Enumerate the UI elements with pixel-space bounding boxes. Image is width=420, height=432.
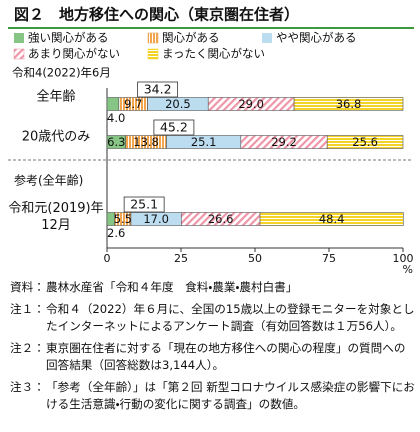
note-label: 注１： bbox=[10, 301, 45, 316]
total-label: 25.1 bbox=[130, 197, 158, 212]
legend-label: 関心がある bbox=[162, 31, 220, 45]
category-label: 令和元(2019)年12月 bbox=[8, 201, 104, 233]
value-label: 4.0 bbox=[107, 111, 125, 125]
note-text: 東京圏在住者に対する「現在の地方移住への関心の程度」の質問への回答結果（回答総数… bbox=[46, 340, 406, 373]
chart-title: 図２ 地方移住への関心（東京圏在住者） bbox=[14, 6, 299, 24]
value-label: 29.2 bbox=[271, 135, 297, 149]
legend-label: 強い関心がある bbox=[28, 31, 109, 45]
x-tick-label: 50 bbox=[248, 252, 262, 265]
note: 資料： 農林水産省「令和４年度 食料・農業・農村白書」 bbox=[10, 279, 415, 297]
note-label: 注３： bbox=[10, 379, 45, 394]
value-label: 6.3 bbox=[107, 135, 125, 149]
bar-segment bbox=[106, 97, 120, 111]
note-text: 農林水産省「令和４年度 食料・農業・農村白書」 bbox=[46, 280, 298, 294]
note: 注２： 東京圏在住者に対する「現在の地方移住への関心の程度」の質問への回答結果（回… bbox=[10, 340, 415, 375]
value-label: 17.0 bbox=[143, 212, 169, 226]
note: 注１： 令和４（2022）年６月に、全国の15歳以上の登録モニターを対象としたイン… bbox=[10, 301, 415, 336]
legend-swatch bbox=[14, 33, 24, 43]
note-label: 資料： bbox=[10, 280, 45, 294]
legend-swatch bbox=[262, 33, 272, 43]
legend-label: やや関心がある bbox=[276, 31, 357, 45]
bar-segment bbox=[259, 212, 404, 226]
category-label: 全年齢 bbox=[36, 89, 76, 105]
value-label: 13.8 bbox=[133, 135, 159, 149]
value-label: 48.4 bbox=[319, 212, 345, 226]
note-text: 「参考（全年齢）」は「第２回 新型コロナウイルス感染症の影響下における生活意識・… bbox=[46, 379, 415, 412]
total-box bbox=[153, 119, 195, 136]
value-label: 29.0 bbox=[238, 97, 264, 111]
value-label: 5.5 bbox=[114, 212, 132, 226]
section-label: 参考(全年齢) bbox=[14, 174, 83, 188]
value-label: 9.7 bbox=[124, 97, 142, 111]
note: 注３： 「参考（全年齢）」は「第２回 新型コロナウイルス感染症の影響下における生活… bbox=[10, 379, 415, 414]
total-box bbox=[137, 81, 179, 98]
note-text: 令和４（2022）年６月に、全国の15歳以上の登録モニターを対象としたインターネ… bbox=[46, 301, 415, 334]
x-tick-label: 100 bbox=[393, 252, 414, 265]
legend-label: まったく関心がない bbox=[162, 47, 265, 61]
value-label: 25.1 bbox=[191, 135, 217, 149]
value-label: 26.6 bbox=[208, 212, 234, 226]
legend-label: あまり関心がない bbox=[28, 47, 120, 61]
bar-segment bbox=[293, 97, 404, 111]
x-tick-label: 75 bbox=[322, 252, 336, 265]
total-box bbox=[123, 196, 165, 213]
value-label: 36.8 bbox=[336, 97, 362, 111]
legend-swatch bbox=[147, 48, 159, 60]
legend-swatch bbox=[13, 48, 25, 60]
chart-subtitle: 令和4(2022)年6月 bbox=[12, 66, 111, 80]
value-label: 2.6 bbox=[107, 226, 125, 240]
notes: 資料： 農林水産省「令和４年度 食料・農業・農村白書」 注１： 令和４（2022）年６… bbox=[10, 279, 415, 418]
x-tick-label: 25 bbox=[174, 252, 188, 265]
bar-segment bbox=[326, 135, 404, 149]
category-label: 20歳代のみ bbox=[21, 129, 91, 145]
x-tick-label: 0 bbox=[104, 252, 111, 265]
legend-swatch bbox=[147, 32, 159, 44]
value-label: 25.6 bbox=[352, 135, 378, 149]
note-label: 注２： bbox=[10, 340, 45, 355]
chart: 図２ 地方移住への関心（東京圏在住者） 令和4(2022)年6月 参考(全年齢)… bbox=[8, 6, 414, 276]
total-label: 45.2 bbox=[160, 120, 188, 135]
x-axis-unit: % bbox=[403, 263, 413, 276]
value-label: 20.5 bbox=[165, 97, 191, 111]
total-label: 34.2 bbox=[144, 82, 172, 97]
